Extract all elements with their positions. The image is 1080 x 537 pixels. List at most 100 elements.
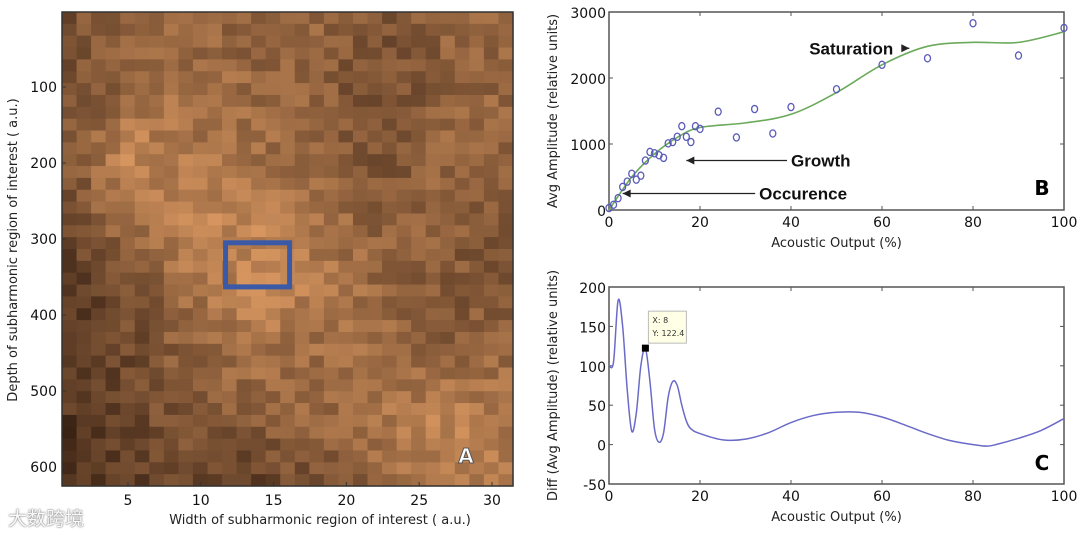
heatmap-cell <box>483 213 500 226</box>
heatmap-cell <box>367 462 383 475</box>
heatmap-cell <box>309 154 325 167</box>
heatmap-cell <box>454 249 470 262</box>
heatmap-cell <box>163 59 179 72</box>
heatmap-cell <box>149 331 165 345</box>
heatmap-cell <box>323 106 340 120</box>
heatmap-cell <box>134 331 150 345</box>
heatmap-cell <box>105 272 121 286</box>
heatmap-cell <box>120 166 136 179</box>
heatmap-cell <box>149 189 165 203</box>
heatmap-cell <box>440 260 456 274</box>
heatmap-cell <box>483 331 500 345</box>
heatmap-cell <box>192 177 209 191</box>
heatmap-cell <box>440 308 456 321</box>
heatmap-cell <box>454 213 470 226</box>
heatmap-cell <box>338 450 354 463</box>
heatmap-cell <box>323 225 340 238</box>
heatmap-cell <box>425 177 441 191</box>
heatmap-cell <box>120 343 136 357</box>
heatmap-cell <box>440 47 456 60</box>
heatmap-cell <box>222 47 238 60</box>
heatmap-cell <box>338 35 354 49</box>
heatmap-cell <box>425 474 441 487</box>
heatmap-cell <box>309 391 325 404</box>
heatmap-cell <box>207 177 223 191</box>
heatmap-cell <box>483 23 500 37</box>
heatmap-cell <box>382 426 398 440</box>
heatmap-cell <box>105 23 121 37</box>
heatmap-cell <box>236 367 252 380</box>
heatmap-cell <box>294 343 310 357</box>
heatmap-cell <box>192 284 209 297</box>
heatmap-cell <box>192 308 209 321</box>
heatmap-cell <box>396 284 412 297</box>
heatmap-cell <box>76 47 92 60</box>
heatmap-cell <box>425 355 441 369</box>
heatmap-cell <box>425 47 441 60</box>
heatmap-cell <box>469 284 485 297</box>
heatmap-cell <box>178 462 194 475</box>
heatmap-cell <box>483 391 500 404</box>
heatmap-cell <box>134 403 150 416</box>
heatmap-cell <box>396 391 412 404</box>
heatmap-cell <box>469 12 485 25</box>
heatmap-cell <box>454 201 470 215</box>
watermark: 大数跨境 <box>8 508 85 530</box>
heatmap-cell <box>498 355 514 369</box>
heatmap-cell <box>294 225 310 238</box>
heatmap-cell <box>91 331 107 345</box>
heatmap-cell <box>367 414 383 428</box>
heatmap-cell <box>91 47 107 60</box>
heatmap-cell <box>149 201 165 215</box>
heatmap-cell <box>294 35 310 49</box>
data-point <box>673 132 681 141</box>
x-tick-label: 30 <box>483 493 501 509</box>
heatmap-cell <box>134 284 150 297</box>
heatmap-cell <box>251 308 267 321</box>
heatmap-cell <box>163 260 179 274</box>
heatmap-cell <box>338 213 354 226</box>
heatmap-cell <box>105 296 121 309</box>
heatmap-cell <box>440 142 456 155</box>
data-point <box>832 84 841 94</box>
heatmap-cell <box>91 426 107 440</box>
heatmap-cell <box>236 166 252 179</box>
heatmap-cell <box>483 177 500 191</box>
heatmap-cell <box>294 320 310 333</box>
heatmap-cell <box>352 284 369 297</box>
heatmap-cell <box>120 367 136 380</box>
heatmap-cell <box>338 343 354 357</box>
data-point <box>664 139 672 148</box>
heatmap-cell <box>309 118 325 132</box>
heatmap-cell <box>294 367 310 380</box>
heatmap-cell <box>178 225 194 238</box>
heatmap-cell <box>483 284 500 297</box>
heatmap-cell <box>411 237 427 250</box>
heatmap-cell <box>367 284 383 297</box>
heatmap-cell <box>323 237 340 250</box>
heatmap-cell <box>62 237 78 250</box>
heatmap-cell <box>105 284 121 297</box>
heatmap-cell <box>483 426 500 440</box>
heatmap-cell <box>454 47 470 60</box>
heatmap-cell <box>382 462 398 475</box>
heatmap-cell <box>483 450 500 463</box>
heatmap-cell <box>91 320 107 333</box>
heatmap-cell <box>192 450 209 463</box>
heatmap-cell <box>498 142 514 155</box>
heatmap-cell <box>382 201 398 215</box>
heatmap-cell <box>76 272 92 286</box>
heatmap-cell <box>411 438 427 452</box>
heatmap-cell <box>440 414 456 428</box>
heatmap-cell <box>396 83 412 96</box>
heatmap-cell <box>236 12 252 25</box>
heatmap-cell <box>411 272 427 286</box>
heatmap-cell <box>396 118 412 132</box>
heatmap-cell <box>280 12 296 25</box>
heatmap-cell <box>134 225 150 238</box>
heatmap-cell <box>120 450 136 463</box>
heatmap-cell <box>120 391 136 404</box>
heatmap-cell <box>236 249 252 262</box>
heatmap-cell <box>76 59 92 72</box>
